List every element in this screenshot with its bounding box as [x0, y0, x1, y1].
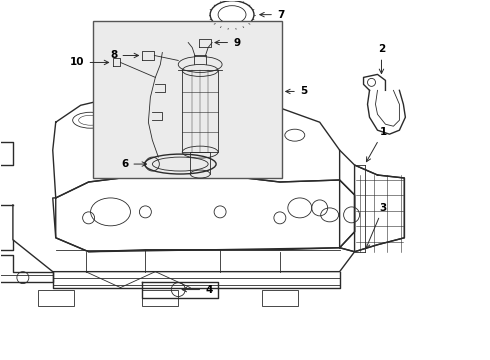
Bar	[143, 289, 178, 306]
Text: 4: 4	[182, 284, 213, 294]
Text: 10: 10	[70, 58, 109, 67]
Text: 7: 7	[260, 10, 284, 20]
Bar	[262, 289, 298, 306]
Bar	[38, 289, 74, 306]
Text: 5: 5	[286, 86, 307, 96]
Text: 3: 3	[366, 203, 387, 248]
Bar	[93, 21, 282, 178]
Text: 1: 1	[367, 127, 387, 162]
Text: 8: 8	[110, 50, 139, 60]
Text: 6: 6	[121, 159, 147, 169]
Text: 2: 2	[378, 45, 385, 73]
Text: 9: 9	[215, 37, 240, 48]
